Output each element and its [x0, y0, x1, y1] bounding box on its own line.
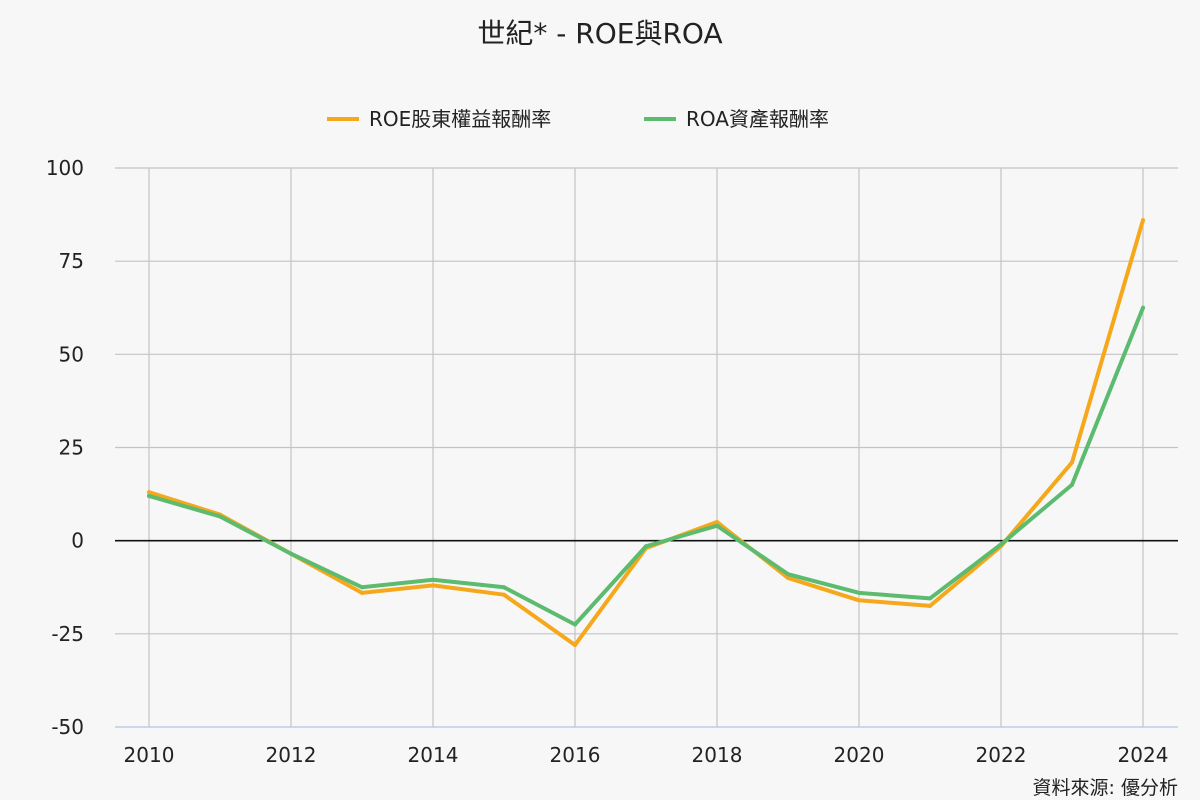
series-line-roa	[147, 305, 1145, 627]
grid	[115, 167, 1178, 728]
data-point-roe	[715, 520, 719, 525]
data-point-roa	[999, 542, 1003, 547]
y-tick-label: -50	[51, 715, 84, 739]
x-tick-label: 2014	[408, 743, 459, 767]
legend: ROE股東權益報酬率 ROA資產報酬率	[327, 107, 829, 131]
data-point-roe	[1141, 218, 1145, 223]
data-point-roa	[1141, 305, 1145, 310]
tick-labels: 100 75 50 25 0 -25 -50 2010 2012 2014 2016 2018 2020…	[46, 156, 1169, 767]
data-point-roa	[431, 577, 435, 582]
data-point-roe	[786, 575, 790, 580]
legend-label-roe: ROE股東權益報酬率	[369, 107, 551, 131]
x-tick-label: 2016	[550, 743, 601, 767]
data-point-roa	[857, 590, 861, 595]
data-point-roa	[715, 523, 719, 528]
data-point-roe	[928, 603, 932, 608]
series-line-roe	[147, 218, 1145, 648]
y-tick-label: 75	[59, 249, 84, 273]
x-tick-label: 2024	[1118, 743, 1169, 767]
x-tick-label: 2018	[692, 743, 743, 767]
y-tick-label: -25	[51, 622, 84, 646]
chart-title: 世紀* - ROE與ROA	[477, 17, 722, 50]
y-tick-label: 50	[59, 342, 84, 366]
data-point-roa	[573, 622, 577, 627]
data-point-roa	[644, 544, 648, 549]
x-tick-label: 2020	[834, 743, 885, 767]
x-tick-label: 2012	[266, 743, 317, 767]
data-point-roe	[502, 592, 506, 597]
data-point-roe	[1070, 460, 1074, 465]
data-point-roe	[857, 598, 861, 603]
source-note: 資料來源: 優分析	[1033, 777, 1178, 799]
series-lines	[147, 218, 1145, 648]
y-tick-label: 25	[59, 436, 84, 460]
data-point-roa	[928, 596, 932, 601]
data-point-roa	[786, 572, 790, 577]
data-point-roa	[147, 493, 151, 498]
x-tick-label: 2010	[124, 743, 175, 767]
y-tick-label: 0	[71, 529, 84, 553]
data-point-roe	[147, 490, 151, 495]
y-tick-label: 100	[46, 156, 84, 180]
data-point-roe	[360, 590, 364, 595]
data-point-roa	[1070, 482, 1074, 487]
data-point-roa	[502, 585, 506, 590]
data-point-roe	[431, 583, 435, 588]
x-tick-label: 2022	[976, 743, 1027, 767]
legend-label-roa: ROA資產報酬率	[686, 107, 829, 131]
data-point-roa	[289, 551, 293, 556]
data-point-roa	[360, 585, 364, 590]
data-point-roa	[218, 514, 222, 519]
data-point-roe	[573, 643, 577, 648]
